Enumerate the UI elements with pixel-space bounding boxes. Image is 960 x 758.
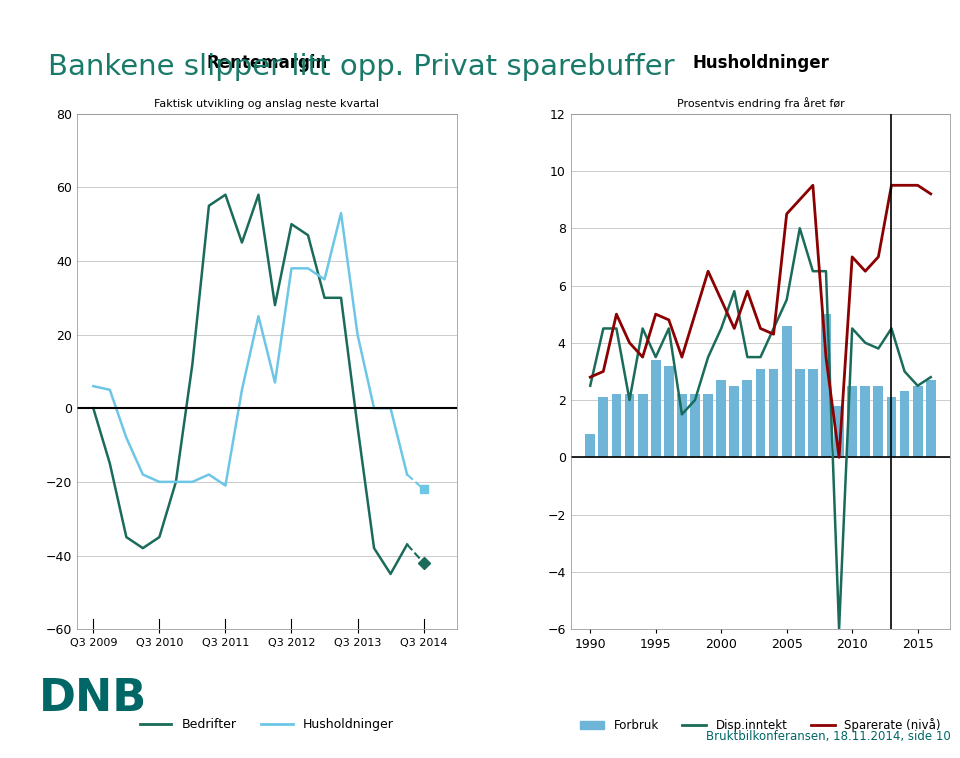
Text: Bankene slipper litt opp. Privat sparebuffer: Bankene slipper litt opp. Privat sparebu… [48,53,675,81]
Bar [703,394,713,457]
Text: DNB: DNB [38,677,147,720]
Bar [690,394,700,457]
Bar [808,368,818,457]
Bar [651,360,660,457]
Text: Rentemargin: Rentemargin [206,55,327,73]
Bar [886,397,897,457]
Bar [716,380,726,457]
Bar [860,386,870,457]
Bar [848,386,857,457]
Bar [874,386,883,457]
Text: Faktisk utvikling og anslag neste kvartal: Faktisk utvikling og anslag neste kvarta… [155,99,379,108]
Bar [769,368,779,457]
Bar [781,326,792,457]
Text: Bruktbilkonferansen, 18.11.2014, side 10: Bruktbilkonferansen, 18.11.2014, side 10 [706,730,950,743]
Text: Husholdninger: Husholdninger [692,55,828,73]
Bar [913,386,923,457]
Bar [742,380,753,457]
Text: Prosentvis endring fra året før: Prosentvis endring fra året før [677,96,845,108]
Legend: Bedrifter, Husholdninger: Bedrifter, Husholdninger [135,713,398,736]
Bar [677,394,686,457]
Bar [586,434,595,457]
Bar [637,394,648,457]
Bar [925,380,936,457]
Bar [625,394,635,457]
Bar [598,397,609,457]
Bar [612,394,621,457]
Legend: Forbruk, Disp.inntekt, Sparerate (nivå): Forbruk, Disp.inntekt, Sparerate (nivå) [576,713,946,737]
Bar [795,368,804,457]
Bar [664,365,674,457]
Bar [730,386,739,457]
Bar [756,368,765,457]
Bar [900,391,909,457]
Bar [834,406,844,457]
Bar [821,314,831,457]
